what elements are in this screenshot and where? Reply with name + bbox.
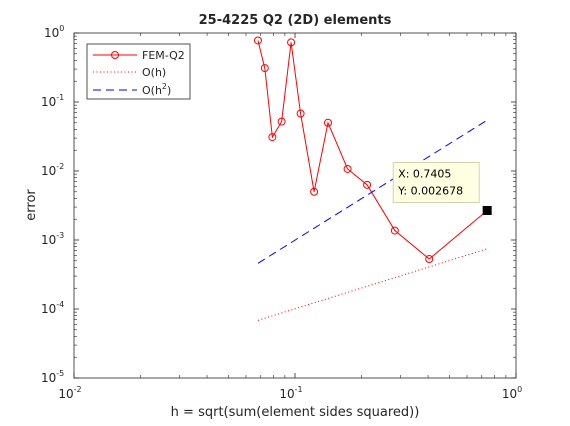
datatip-x-value: X: 0.7405	[398, 167, 451, 180]
data-point-fem-q2	[425, 255, 434, 264]
y-tick-label-exp: -4	[56, 300, 64, 309]
y-tick-label-base: 10	[44, 26, 59, 40]
legend-label-fem-q2: FEM-Q2	[142, 49, 185, 62]
x-tick-label-exp: -2	[74, 385, 82, 394]
data-point-fem-q2	[287, 38, 296, 47]
x-tick-label: 10-1	[279, 385, 302, 401]
legend-label-order-h2-main: O(h	[142, 84, 162, 97]
datatip-box[interactable]	[392, 162, 480, 203]
chart-title: 25-4225 Q2 (2D) elements	[199, 13, 392, 28]
y-tick-label-group: 10-1	[41, 93, 64, 109]
datatip[interactable]: X: 0.7405 Y: 0.002678	[392, 162, 492, 215]
legend-label-order-h: O(h)	[142, 66, 166, 79]
x-tick-label-exp: 0	[517, 385, 522, 394]
y-tick-label-base: 10	[41, 302, 56, 316]
series-line-fem-q2	[257, 40, 488, 260]
x-tick-label: 100	[502, 385, 522, 401]
legend: FEM-Q2 O(h) O(h2)	[86, 43, 191, 100]
y-axis-label: error	[24, 189, 39, 221]
y-tick-label: 10-2	[41, 162, 64, 178]
y-tick-label-base: 10	[41, 95, 56, 109]
legend-label-order-h2-suffix: )	[167, 84, 171, 97]
legend-label-order-h2: O(h2)	[142, 82, 171, 97]
y-tick-label: 100	[44, 24, 64, 40]
series-layer	[253, 36, 492, 321]
x-tick-label-base: 10	[279, 387, 294, 401]
y-tick-label: 10-5	[41, 369, 64, 385]
data-point-fem-q2	[253, 36, 262, 45]
data-point-fem-q2	[343, 164, 352, 173]
x-tick-label: 10-2	[58, 385, 81, 401]
series-line-order-h2	[257, 119, 488, 264]
y-tick-label-exp: -1	[56, 93, 64, 102]
x-tick-label-exp: -1	[295, 385, 303, 394]
y-tick-label: 10-1	[41, 93, 64, 109]
data-point-fem-q2	[260, 64, 269, 73]
y-tick-label-group: 10-2	[41, 162, 64, 178]
y-tick-label: 10-3	[41, 231, 64, 247]
y-tick-label-exp: 0	[59, 24, 64, 33]
data-point-fem-q2	[310, 187, 319, 196]
y-tick-label-base: 10	[41, 233, 56, 247]
datatip-marker[interactable]	[482, 205, 492, 215]
data-point-fem-q2	[323, 118, 332, 127]
data-point-fem-q2	[277, 117, 286, 126]
data-point-fem-q2	[390, 226, 399, 235]
y-tick-label-group: 10-4	[41, 300, 64, 316]
legend-label-order-h2-sup: 2	[162, 82, 167, 91]
y-tick-label-base: 10	[41, 371, 56, 385]
y-tick-label: 10-4	[41, 300, 64, 316]
x-tick-label-base: 10	[58, 387, 73, 401]
y-tick-label-group: 10-5	[41, 369, 64, 385]
data-point-fem-q2	[296, 109, 305, 118]
legend-marker-fem-q2	[111, 51, 119, 59]
y-tick-label-exp: -3	[56, 231, 64, 240]
y-tick-label-group: 100	[44, 24, 64, 40]
y-tick-label-group: 10-3	[41, 231, 64, 247]
series-line-order-h	[257, 248, 488, 321]
datatip-y-value: Y: 0.002678	[397, 184, 463, 197]
data-point-fem-q2	[363, 180, 372, 189]
y-tick-label-base: 10	[41, 164, 56, 178]
x-tick-label-base: 10	[502, 387, 517, 401]
data-point-fem-q2	[268, 133, 277, 142]
y-tick-label-exp: -5	[56, 369, 64, 378]
x-axis-label: h = sqrt(sum(element sides squared))	[171, 405, 420, 420]
y-tick-label-exp: -2	[56, 162, 64, 171]
